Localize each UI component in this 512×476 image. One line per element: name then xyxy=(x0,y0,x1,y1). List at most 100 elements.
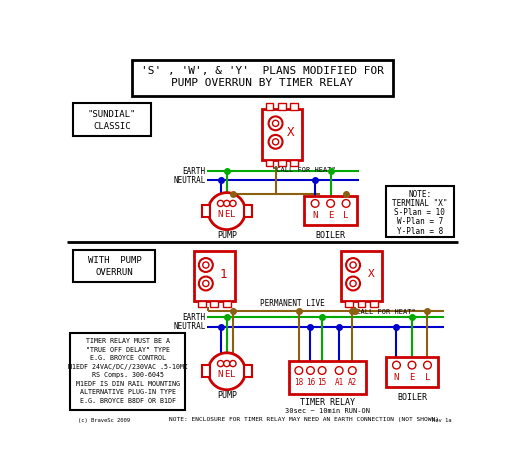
Bar xyxy=(73,103,151,136)
Circle shape xyxy=(393,361,400,369)
Text: OVERRUN: OVERRUN xyxy=(96,268,133,277)
Circle shape xyxy=(224,200,230,207)
Circle shape xyxy=(269,135,283,149)
Text: PUMP: PUMP xyxy=(217,391,237,400)
Circle shape xyxy=(335,367,343,374)
Text: NEUTRAL: NEUTRAL xyxy=(174,176,206,185)
Text: N: N xyxy=(218,370,223,379)
Text: CLASSIC: CLASSIC xyxy=(93,122,131,131)
Text: "CALL FOR HEAT": "CALL FOR HEAT" xyxy=(352,309,416,315)
Text: TERMINAL "X": TERMINAL "X" xyxy=(392,199,447,208)
Text: WITH  PUMP: WITH PUMP xyxy=(88,256,141,265)
Circle shape xyxy=(342,199,350,207)
Text: N: N xyxy=(218,210,223,218)
Circle shape xyxy=(307,367,314,374)
Text: 30sec ~ 10min RUN-ON: 30sec ~ 10min RUN-ON xyxy=(285,407,370,414)
Bar xyxy=(244,365,251,377)
Bar xyxy=(290,103,298,110)
Text: NOTE:: NOTE: xyxy=(408,189,431,198)
Text: M1EDF 24VAC/DC//230VAC .5-10MI: M1EDF 24VAC/DC//230VAC .5-10MI xyxy=(68,364,187,370)
Bar xyxy=(290,159,298,166)
Bar xyxy=(132,60,393,96)
Circle shape xyxy=(208,353,245,390)
Bar xyxy=(278,159,286,166)
Text: 18: 18 xyxy=(294,378,304,387)
Text: E: E xyxy=(328,211,333,220)
Text: PUMP OVERRUN BY TIMER RELAY: PUMP OVERRUN BY TIMER RELAY xyxy=(172,78,353,89)
Circle shape xyxy=(350,280,356,287)
Bar xyxy=(266,159,273,166)
Text: "SUNDIAL": "SUNDIAL" xyxy=(88,109,136,119)
Text: Rev 1a: Rev 1a xyxy=(432,418,452,423)
Circle shape xyxy=(199,258,213,272)
Text: PERMANENT LIVE: PERMANENT LIVE xyxy=(260,299,325,308)
Circle shape xyxy=(218,360,224,367)
Text: (c) BraveSc 2009: (c) BraveSc 2009 xyxy=(78,418,130,423)
Circle shape xyxy=(224,360,230,367)
Text: "TRUE OFF DELAY" TYPE: "TRUE OFF DELAY" TYPE xyxy=(86,347,169,353)
Text: EARTH: EARTH xyxy=(183,313,206,322)
Text: X: X xyxy=(287,126,295,139)
Circle shape xyxy=(272,139,279,145)
Text: N: N xyxy=(312,211,318,220)
Text: ALTERNATIVE PLUG-IN TYPE: ALTERNATIVE PLUG-IN TYPE xyxy=(79,389,176,395)
Bar xyxy=(278,103,286,110)
Bar xyxy=(198,301,206,307)
Text: Y-Plan = 8: Y-Plan = 8 xyxy=(397,227,443,236)
Circle shape xyxy=(272,120,279,127)
Text: E: E xyxy=(409,373,415,382)
Circle shape xyxy=(295,367,303,374)
Bar xyxy=(266,103,273,110)
Bar xyxy=(202,365,210,377)
Bar xyxy=(386,187,454,237)
Bar xyxy=(73,249,155,282)
Circle shape xyxy=(230,200,236,207)
Circle shape xyxy=(346,277,360,290)
Circle shape xyxy=(350,262,356,268)
Circle shape xyxy=(199,277,213,290)
Bar xyxy=(194,251,234,301)
Text: M1EDF IS DIN RAIL MOUNTING: M1EDF IS DIN RAIL MOUNTING xyxy=(76,381,180,387)
Text: E: E xyxy=(224,210,229,218)
Text: N: N xyxy=(394,373,399,382)
Text: 16: 16 xyxy=(306,378,315,387)
Text: S-Plan = 10: S-Plan = 10 xyxy=(394,208,445,217)
Text: A2: A2 xyxy=(348,378,357,387)
Bar xyxy=(345,301,353,307)
Circle shape xyxy=(230,360,236,367)
Circle shape xyxy=(349,367,356,374)
Bar xyxy=(210,301,218,307)
Text: E.G. BROYCE B8DF OR B1DF: E.G. BROYCE B8DF OR B1DF xyxy=(79,397,176,404)
Circle shape xyxy=(327,199,334,207)
Bar xyxy=(386,357,438,387)
Circle shape xyxy=(203,280,209,287)
Bar xyxy=(244,205,251,217)
Circle shape xyxy=(269,117,283,130)
Text: 15: 15 xyxy=(317,378,327,387)
Text: NEUTRAL: NEUTRAL xyxy=(174,322,206,331)
Text: A1: A1 xyxy=(334,378,344,387)
Circle shape xyxy=(408,361,416,369)
Text: L: L xyxy=(230,210,236,218)
Text: TIMER RELAY MUST BE A: TIMER RELAY MUST BE A xyxy=(86,338,169,344)
Circle shape xyxy=(423,361,431,369)
Bar xyxy=(70,333,185,410)
Circle shape xyxy=(318,367,326,374)
Text: BOILER: BOILER xyxy=(397,393,427,402)
Text: L: L xyxy=(344,211,349,220)
Text: PUMP: PUMP xyxy=(217,231,237,240)
Bar xyxy=(304,196,357,225)
Bar xyxy=(289,361,366,394)
Text: X: X xyxy=(368,269,374,279)
Circle shape xyxy=(208,193,245,229)
Text: 1: 1 xyxy=(220,268,227,281)
Text: "CALL FOR HEAT": "CALL FOR HEAT" xyxy=(272,167,336,173)
Text: E.G. BROYCE CONTROL: E.G. BROYCE CONTROL xyxy=(90,355,165,361)
Text: BOILER: BOILER xyxy=(315,231,346,240)
Text: TIMER RELAY: TIMER RELAY xyxy=(300,398,355,407)
Text: NOTE: ENCLOSURE FOR TIMER RELAY MAY NEED AN EARTH CONNECTION (NOT SHOWN): NOTE: ENCLOSURE FOR TIMER RELAY MAY NEED… xyxy=(169,416,439,422)
Circle shape xyxy=(346,258,360,272)
Text: L: L xyxy=(425,373,430,382)
Bar xyxy=(358,301,366,307)
Bar xyxy=(262,109,302,159)
